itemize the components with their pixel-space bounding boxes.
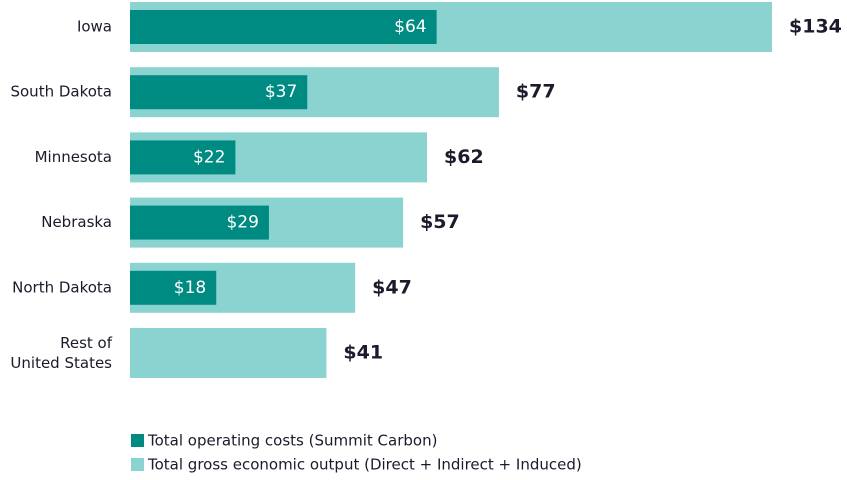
bar-total <box>130 328 327 378</box>
value-label-operating: $22 <box>193 147 225 167</box>
legend-swatch <box>131 458 144 471</box>
value-label-operating: $64 <box>394 17 426 37</box>
y-tick-label: North Dakota <box>12 278 112 296</box>
y-tick-label: South Dakota <box>10 83 112 101</box>
value-label-operating: $29 <box>226 213 258 233</box>
y-tick-label: Rest of United States <box>10 334 112 372</box>
legend-label: Total operating costs (Summit Carbon) <box>147 432 437 450</box>
value-label-operating: $18 <box>174 278 206 298</box>
value-label-total: $62 <box>444 146 484 168</box>
value-label-total: $134 <box>789 16 842 38</box>
bar-operating <box>130 10 437 44</box>
y-tick-label: Nebraska <box>41 213 112 231</box>
bar-operating <box>130 75 308 110</box>
value-label-total: $41 <box>343 342 383 364</box>
y-tick-label: Iowa <box>77 18 112 36</box>
value-label-operating: $37 <box>265 82 297 102</box>
bar-operating <box>130 140 236 175</box>
value-label-total: $77 <box>516 81 556 103</box>
bar-operating <box>130 205 269 240</box>
value-label-total: $57 <box>420 211 460 233</box>
legend-swatch <box>131 434 144 447</box>
y-tick-label: Minnesota <box>35 148 112 166</box>
value-label-total: $47 <box>372 276 412 298</box>
legend-label: Total gross economic output (Direct + In… <box>147 456 582 474</box>
bar-operating <box>130 270 217 305</box>
